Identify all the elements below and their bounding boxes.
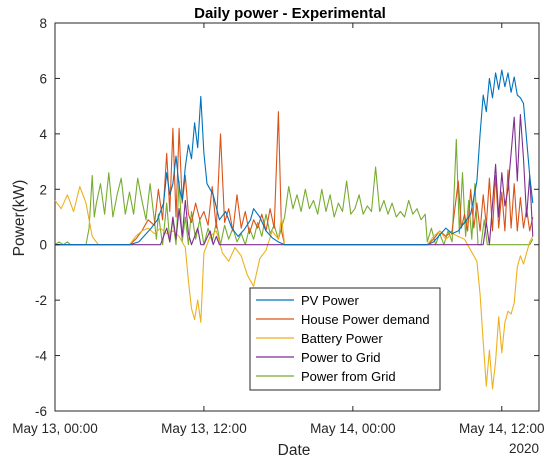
y-tick-label: -4 bbox=[35, 349, 47, 364]
x-tick-label: May 14, 12:00 bbox=[459, 421, 545, 436]
y-tick-label: 0 bbox=[39, 238, 47, 253]
legend-label-house-power-demand: House Power demand bbox=[301, 312, 430, 327]
y-tick-label: -2 bbox=[35, 293, 47, 308]
y-tick-label: 4 bbox=[39, 127, 47, 142]
y-tick-label: 2 bbox=[39, 182, 47, 197]
legend-items: PV Power House Power demand Battery Power P… bbox=[256, 293, 430, 384]
ticks-layer: -6 -4 -2 0 2 4 6 8 May 13, 00:00 May 13, 12:00 May… bbox=[12, 16, 544, 436]
chart-title: Daily power - Experimental bbox=[194, 5, 386, 22]
x-axis-year-label: 2020 bbox=[509, 441, 539, 456]
y-tick-label: 6 bbox=[39, 71, 47, 86]
series-line-power-to-grid bbox=[55, 113, 534, 246]
y-tick-label: 8 bbox=[39, 16, 47, 31]
legend-label-power-to-grid: Power to Grid bbox=[301, 350, 380, 365]
legend-box bbox=[249, 287, 441, 391]
x-tick-label: May 14, 00:00 bbox=[310, 421, 396, 436]
series-layer bbox=[54, 69, 534, 390]
legend-label-pv-power: PV Power bbox=[301, 293, 359, 308]
x-tick-label: May 13, 00:00 bbox=[12, 421, 98, 436]
series-line-battery-power bbox=[54, 185, 534, 390]
legend-label-power-from-grid: Power from Grid bbox=[301, 369, 396, 384]
x-axis-title: Date bbox=[278, 442, 311, 459]
legend-label-battery-power: Battery Power bbox=[301, 331, 383, 346]
y-axis-title: Power(kW) bbox=[11, 180, 28, 257]
series-line-pv-power bbox=[55, 69, 534, 246]
legend: PV Power House Power demand Battery Power P… bbox=[249, 287, 441, 391]
y-tick-label: -6 bbox=[35, 404, 47, 419]
x-tick-label: May 13, 12:00 bbox=[161, 421, 247, 436]
plot-area: -6 -4 -2 0 2 4 6 8 May 13, 00:00 May 13, 12:00 May… bbox=[12, 16, 544, 436]
